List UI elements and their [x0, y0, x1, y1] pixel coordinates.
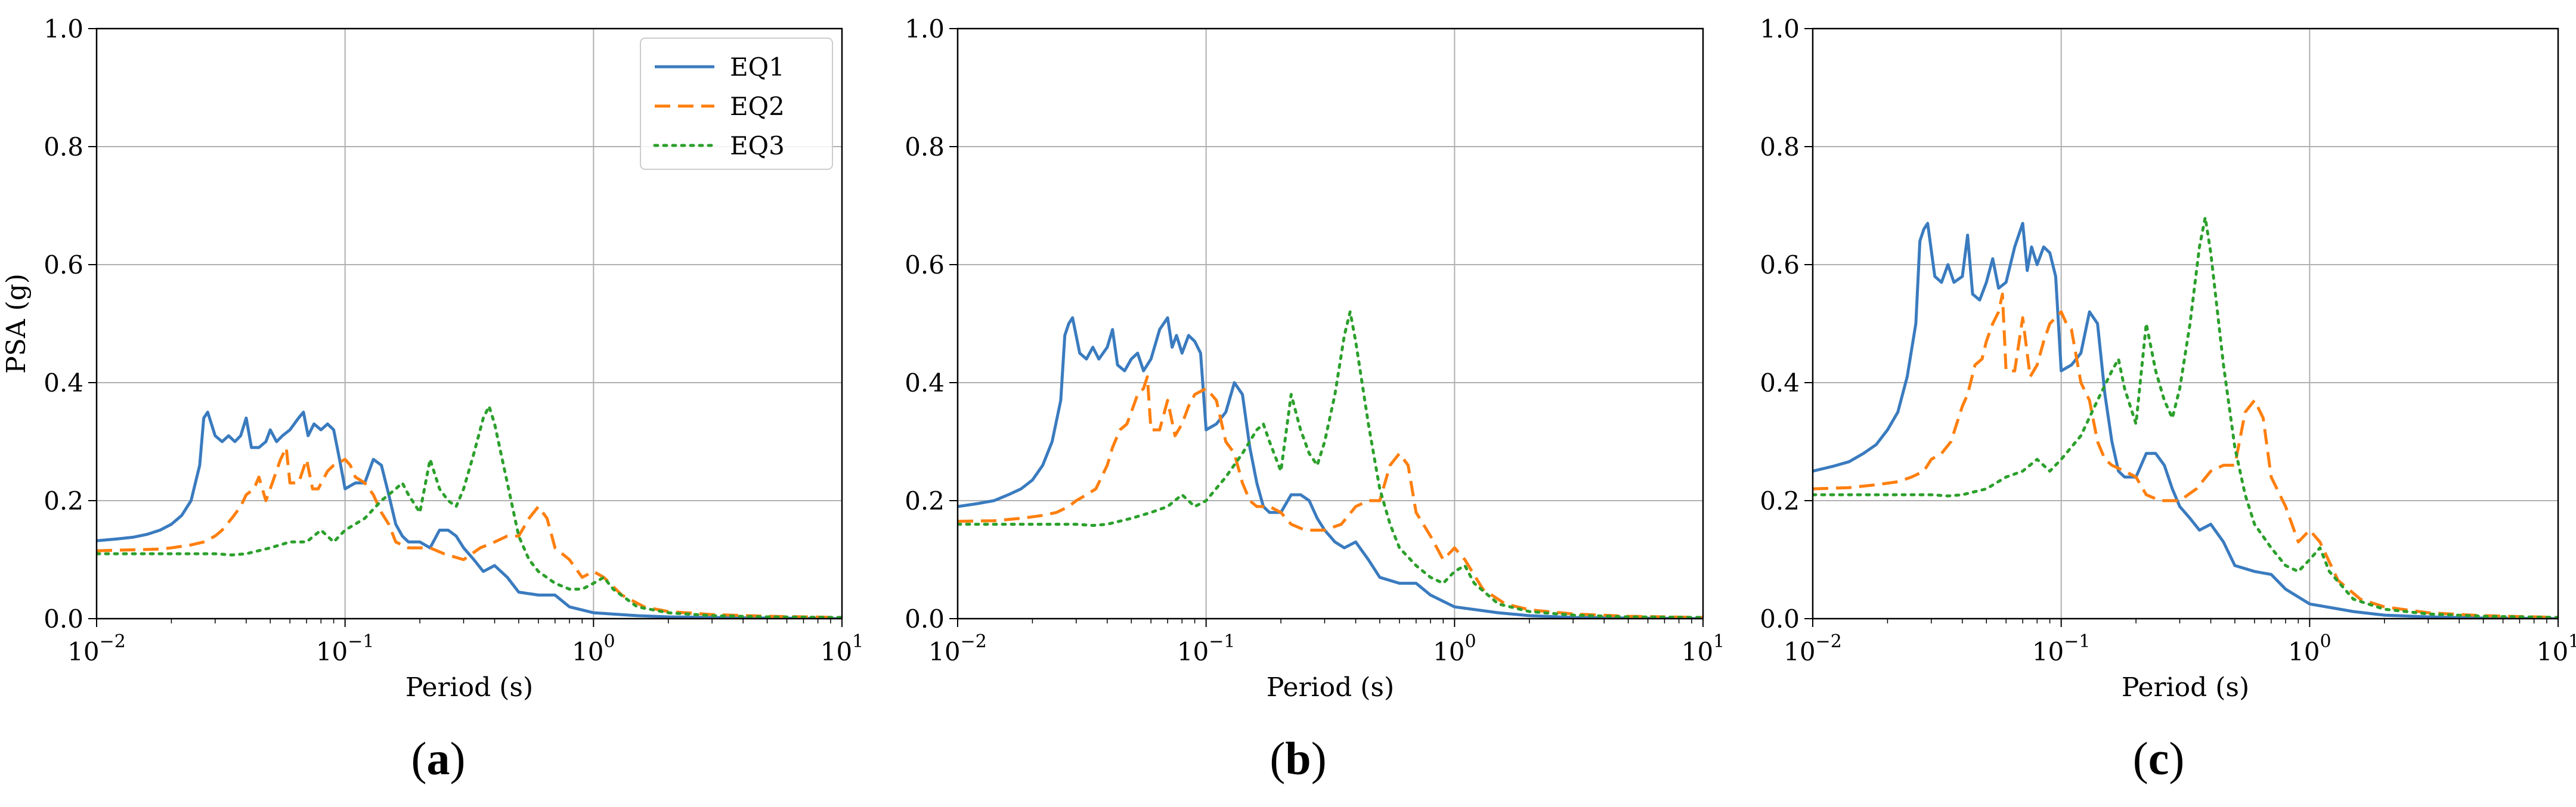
- x-tick-label: 100: [1433, 631, 1476, 666]
- x-tick-label: 101: [821, 631, 864, 666]
- series-line-eq1: [97, 411, 842, 619]
- y-tick-label: 1.0: [1760, 14, 1800, 44]
- series-line-eq2: [97, 446, 842, 619]
- x-tick-label: 100: [2288, 631, 2332, 666]
- legend-label-eq3: EQ3: [730, 131, 785, 160]
- y-tick-label: 0.8: [1760, 132, 1800, 162]
- x-tick-label: 10−2: [928, 631, 987, 666]
- y-tick-label: 0.0: [44, 604, 83, 634]
- panel-label-a: (a): [411, 732, 466, 784]
- axes-frame: [95, 27, 843, 620]
- x-axis-label: Period (s): [405, 672, 533, 703]
- series-line-eq1: [958, 316, 1703, 619]
- axes-frame: [1812, 27, 2559, 620]
- y-tick-label: 0.0: [1760, 604, 1800, 634]
- x-tick-label: 10−2: [67, 631, 126, 666]
- y-tick-label: 0.6: [905, 250, 945, 280]
- legend-box: [640, 38, 833, 170]
- chart-panel-b: 0.0 0.2 0.4 0.6 0.8 1.0 10−2 10−1 100 101 Period (…: [905, 14, 1724, 703]
- y-tick-label: 0.6: [1760, 250, 1800, 280]
- y-tick-label: 0.0: [905, 604, 945, 634]
- x-tick-label: 10−1: [1177, 631, 1236, 666]
- x-tick-label: 101: [1682, 631, 1725, 666]
- series-line-eq3: [1813, 216, 2558, 619]
- y-tick-label: 0.2: [1760, 486, 1800, 516]
- x-tick-label: 101: [2537, 631, 2576, 666]
- y-axis-label: PSA (g): [1, 274, 32, 374]
- x-tick-label: 100: [572, 631, 615, 666]
- y-tick-label: 0.4: [1760, 368, 1800, 398]
- panel-label-b: (b): [1270, 732, 1327, 784]
- y-tick-label: 0.8: [44, 132, 83, 162]
- x-tick-label: 10−1: [2032, 631, 2091, 666]
- series-line-eq3: [97, 405, 842, 619]
- series-line-eq2: [958, 375, 1703, 619]
- chart-panel-a: 0.0 0.2 0.4 0.6 0.8 1.0 10−2 10−1 100 101 Period (…: [1, 14, 863, 703]
- y-tick-label: 0.6: [44, 250, 83, 280]
- series-line-eq2: [1813, 293, 2558, 619]
- x-axis-label: Period (s): [2122, 672, 2249, 703]
- axes-frame: [956, 27, 1704, 620]
- panel-label-c: (c): [2132, 732, 2185, 784]
- y-tick-label: 0.4: [905, 368, 945, 398]
- y-tick-label: 0.2: [905, 486, 945, 516]
- y-tick-label: 0.8: [905, 132, 945, 162]
- x-tick-label: 10−1: [316, 631, 374, 666]
- chart-panel-c: 0.0 0.2 0.4 0.6 0.8 1.0 10−2 10−1 100 101 Period (…: [1760, 14, 2576, 703]
- y-tick-label: 0.2: [44, 486, 83, 516]
- series-line-eq3: [958, 310, 1703, 619]
- y-tick-label: 1.0: [905, 14, 945, 44]
- legend-label-eq2: EQ2: [730, 92, 785, 121]
- series-line-eq1: [1813, 222, 2558, 619]
- y-tick-label: 0.4: [44, 368, 83, 398]
- x-tick-label: 10−2: [1784, 631, 1842, 666]
- legend-label-eq1: EQ1: [730, 52, 785, 82]
- x-axis-label: Period (s): [1267, 672, 1394, 703]
- y-tick-label: 1.0: [44, 14, 83, 44]
